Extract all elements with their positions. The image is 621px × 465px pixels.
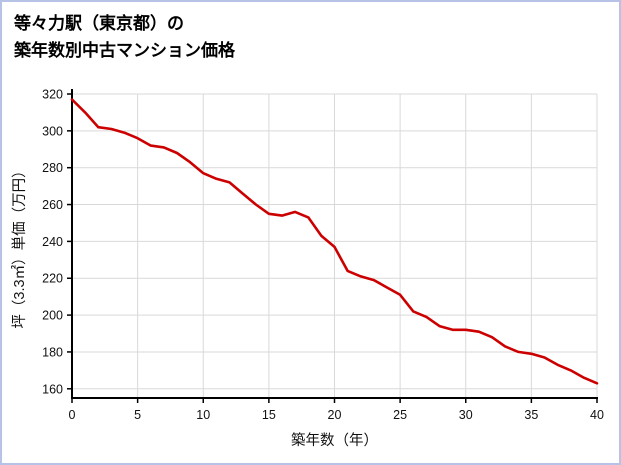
x-tick-label: 25 (393, 408, 407, 422)
x-tick-label: 30 (459, 408, 473, 422)
y-tick-label: 260 (42, 198, 63, 212)
x-tick-label: 15 (262, 408, 276, 422)
chart-title-line1: 等々力駅（東京都）の (14, 14, 184, 33)
y-tick-label: 320 (42, 88, 63, 102)
x-tick-label: 20 (328, 408, 342, 422)
chart-title: 等々力駅（東京都）の築年数別中古マンション価格 (14, 10, 235, 64)
y-axis-title: 坪（3.3㎡）単価（万円） (11, 163, 28, 328)
x-tick-label: 10 (196, 408, 210, 422)
x-axis-title: 築年数（年） (291, 431, 378, 449)
y-tick-label: 180 (42, 345, 63, 359)
y-tick-label: 200 (42, 309, 63, 323)
x-tick-label: 40 (590, 408, 604, 422)
x-tick-label: 5 (134, 408, 141, 422)
y-tick-label: 220 (42, 272, 63, 286)
y-tick-label: 280 (42, 161, 63, 175)
y-tick-label: 160 (42, 382, 63, 396)
y-tick-label: 300 (42, 124, 63, 138)
chart-title-line2: 築年数別中古マンション価格 (14, 41, 235, 61)
price-chart: 0 5 10 15 20 25 30 35 40 160 180 200 220 240 260 280 300… (11, 88, 604, 450)
x-tick-label: 0 (69, 408, 76, 422)
y-tick-label: 240 (42, 235, 63, 249)
price-line (70, 98, 599, 385)
x-tick-label: 35 (524, 408, 538, 422)
